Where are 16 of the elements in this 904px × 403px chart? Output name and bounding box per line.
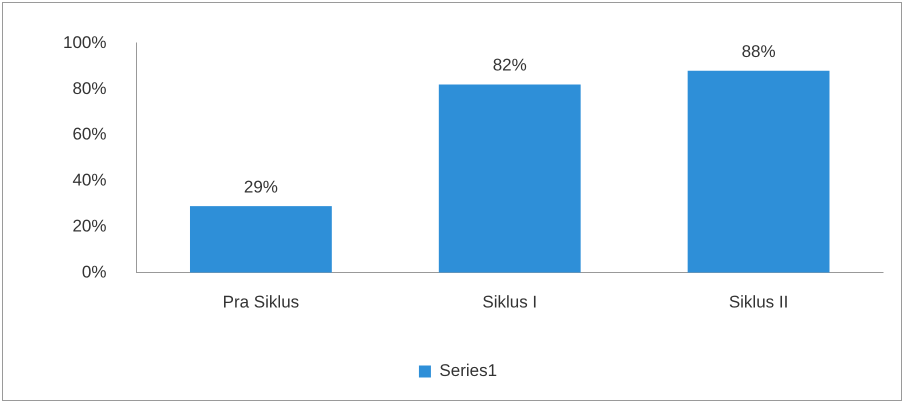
data-label: 88%: [742, 42, 776, 61]
data-label: 29%: [244, 177, 278, 196]
bar: [438, 84, 581, 273]
y-tick-label: 100%: [62, 32, 106, 52]
bar: [190, 206, 332, 273]
x-tick-label: Siklus I: [482, 292, 538, 312]
y-tick-label: 0%: [82, 262, 106, 282]
y-tick-label: 40%: [72, 170, 106, 190]
y-tick-label: 60%: [72, 124, 106, 144]
y-tick-label: 80%: [72, 78, 106, 98]
y-tick-label: 20%: [72, 216, 106, 236]
bar: [688, 70, 830, 273]
data-label: 82%: [492, 56, 527, 75]
x-tick-label: Siklus II: [728, 292, 788, 312]
legend-label: Series1: [439, 361, 498, 380]
x-tick-label: Pra Siklus: [222, 292, 300, 312]
